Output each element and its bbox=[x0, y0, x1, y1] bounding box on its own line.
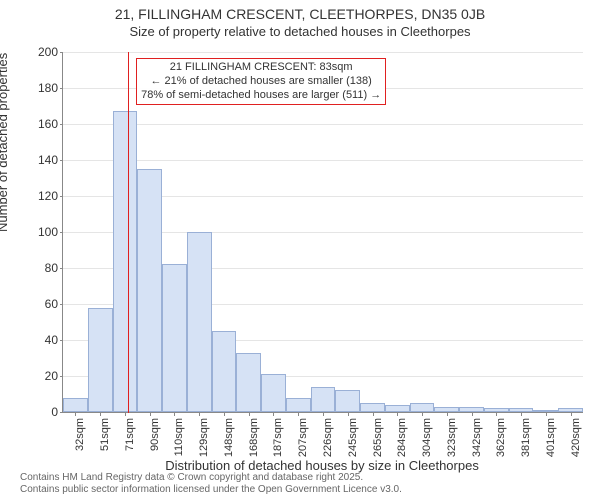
bar bbox=[261, 374, 286, 412]
bar bbox=[286, 398, 311, 412]
y-tick-label: 0 bbox=[18, 406, 58, 418]
y-tick-label: 120 bbox=[18, 190, 58, 202]
chart-title: 21, FILLINGHAM CRESCENT, CLEETHORPES, DN… bbox=[0, 6, 600, 22]
chart-subtitle: Size of property relative to detached ho… bbox=[0, 24, 600, 39]
bar bbox=[385, 405, 410, 412]
y-tick-label: 180 bbox=[18, 82, 58, 94]
bar bbox=[236, 353, 261, 412]
bar bbox=[360, 403, 385, 412]
bar bbox=[88, 308, 113, 412]
y-tick-label: 100 bbox=[18, 226, 58, 238]
y-tick-label: 40 bbox=[18, 334, 58, 346]
bar bbox=[113, 111, 138, 412]
bar bbox=[212, 331, 237, 412]
x-axis-label: Distribution of detached houses by size … bbox=[62, 458, 582, 473]
annotation-line-1: 21 FILLINGHAM CRESCENT: 83sqm bbox=[141, 61, 381, 75]
bar bbox=[335, 390, 360, 412]
reference-line bbox=[128, 52, 129, 413]
histogram-chart: 21, FILLINGHAM CRESCENT, CLEETHORPES, DN… bbox=[0, 0, 600, 500]
y-tick-label: 160 bbox=[18, 118, 58, 130]
annotation-line-2: ← 21% of detached houses are smaller (13… bbox=[141, 75, 381, 89]
y-tick-label: 80 bbox=[18, 262, 58, 274]
y-tick-label: 20 bbox=[18, 370, 58, 382]
footer-line-2: Contains public sector information licen… bbox=[20, 484, 402, 496]
bar bbox=[162, 264, 187, 412]
bar bbox=[410, 403, 435, 412]
y-tick-label: 140 bbox=[18, 154, 58, 166]
y-tick-label: 60 bbox=[18, 298, 58, 310]
bar bbox=[311, 387, 336, 412]
bar bbox=[63, 398, 88, 412]
y-tick-label: 200 bbox=[18, 46, 58, 58]
annotation-line-3: 78% of semi-detached houses are larger (… bbox=[141, 89, 381, 103]
plot-area: 21 FILLINGHAM CRESCENT: 83sqm ← 21% of d… bbox=[62, 52, 583, 413]
annotation-box: 21 FILLINGHAM CRESCENT: 83sqm ← 21% of d… bbox=[136, 58, 386, 105]
footer-line-1: Contains HM Land Registry data © Crown c… bbox=[20, 472, 402, 484]
y-ticks: 020406080100120140160180200 bbox=[0, 52, 60, 412]
bar bbox=[137, 169, 162, 412]
footer: Contains HM Land Registry data © Crown c… bbox=[20, 472, 402, 496]
bar bbox=[187, 232, 212, 412]
bars bbox=[63, 52, 583, 412]
